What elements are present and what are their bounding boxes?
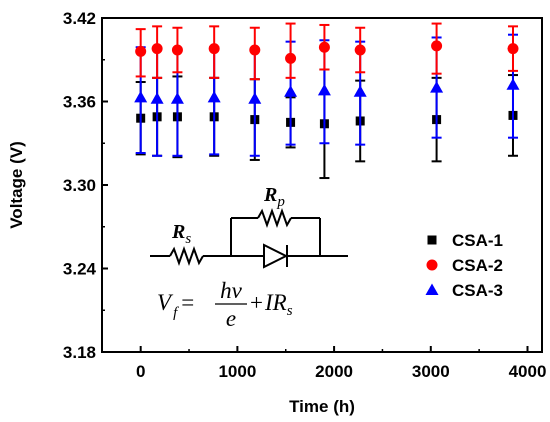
legend-marker	[427, 235, 437, 245]
x-tick-label: 1000	[218, 362, 256, 381]
x-axis: 0 1000 2000 3000 4000	[136, 346, 546, 381]
legend: CSA-1 CSA-2 CSA-3	[425, 231, 503, 300]
formula-numerator: hv	[220, 278, 243, 303]
y-tick-label: 3.30	[63, 176, 96, 195]
data-point	[248, 92, 262, 104]
legend-label: CSA-1	[452, 231, 503, 250]
rp-label: Rp	[263, 184, 285, 210]
legend-marker	[426, 259, 438, 271]
x-axis-title: Time (h)	[289, 397, 355, 416]
data-point	[318, 41, 330, 53]
data-point	[170, 92, 184, 104]
data-point	[208, 43, 220, 55]
series-csa-3	[134, 33, 520, 157]
x-tick-label: 2000	[315, 362, 353, 381]
series-csa-2	[135, 22, 519, 81]
x-tick-label: 0	[136, 362, 145, 381]
x-tick-label: 4000	[509, 362, 547, 381]
resistor-rp	[257, 208, 292, 228]
legend-label: CSA-2	[452, 256, 503, 275]
y-tick-label: 3.24	[63, 260, 97, 279]
data-point	[354, 44, 366, 56]
formula-denominator: e	[226, 306, 236, 331]
diode-triangle	[263, 243, 289, 269]
series-layer	[134, 22, 520, 180]
formula-rhs: +IRs	[250, 290, 293, 319]
data-point	[353, 85, 367, 97]
data-point	[431, 40, 443, 52]
data-point	[207, 90, 221, 103]
data-point	[135, 45, 147, 57]
data-point	[430, 81, 444, 93]
y-tick-label: 3.18	[63, 343, 96, 362]
y-axis: 3.18 3.24 3.30 3.36 3.42	[63, 9, 108, 362]
data-point	[506, 78, 520, 90]
data-point	[284, 85, 298, 97]
data-point	[151, 43, 163, 55]
legend-marker	[425, 283, 439, 295]
data-point	[285, 52, 297, 64]
data-point	[317, 83, 331, 96]
y-tick-label: 3.42	[63, 9, 96, 28]
resistor-rs	[169, 246, 204, 266]
rs-label: Rs	[171, 221, 191, 247]
y-tick-label: 3.36	[63, 93, 96, 112]
data-point	[171, 44, 183, 56]
data-point	[134, 90, 148, 103]
data-point	[150, 92, 164, 104]
series-csa-1	[135, 68, 518, 180]
y-axis-title: Voltage (V)	[7, 141, 26, 229]
data-point	[507, 43, 519, 55]
data-point	[249, 44, 261, 56]
legend-label: CSA-3	[452, 281, 503, 300]
x-tick-label: 3000	[412, 362, 450, 381]
